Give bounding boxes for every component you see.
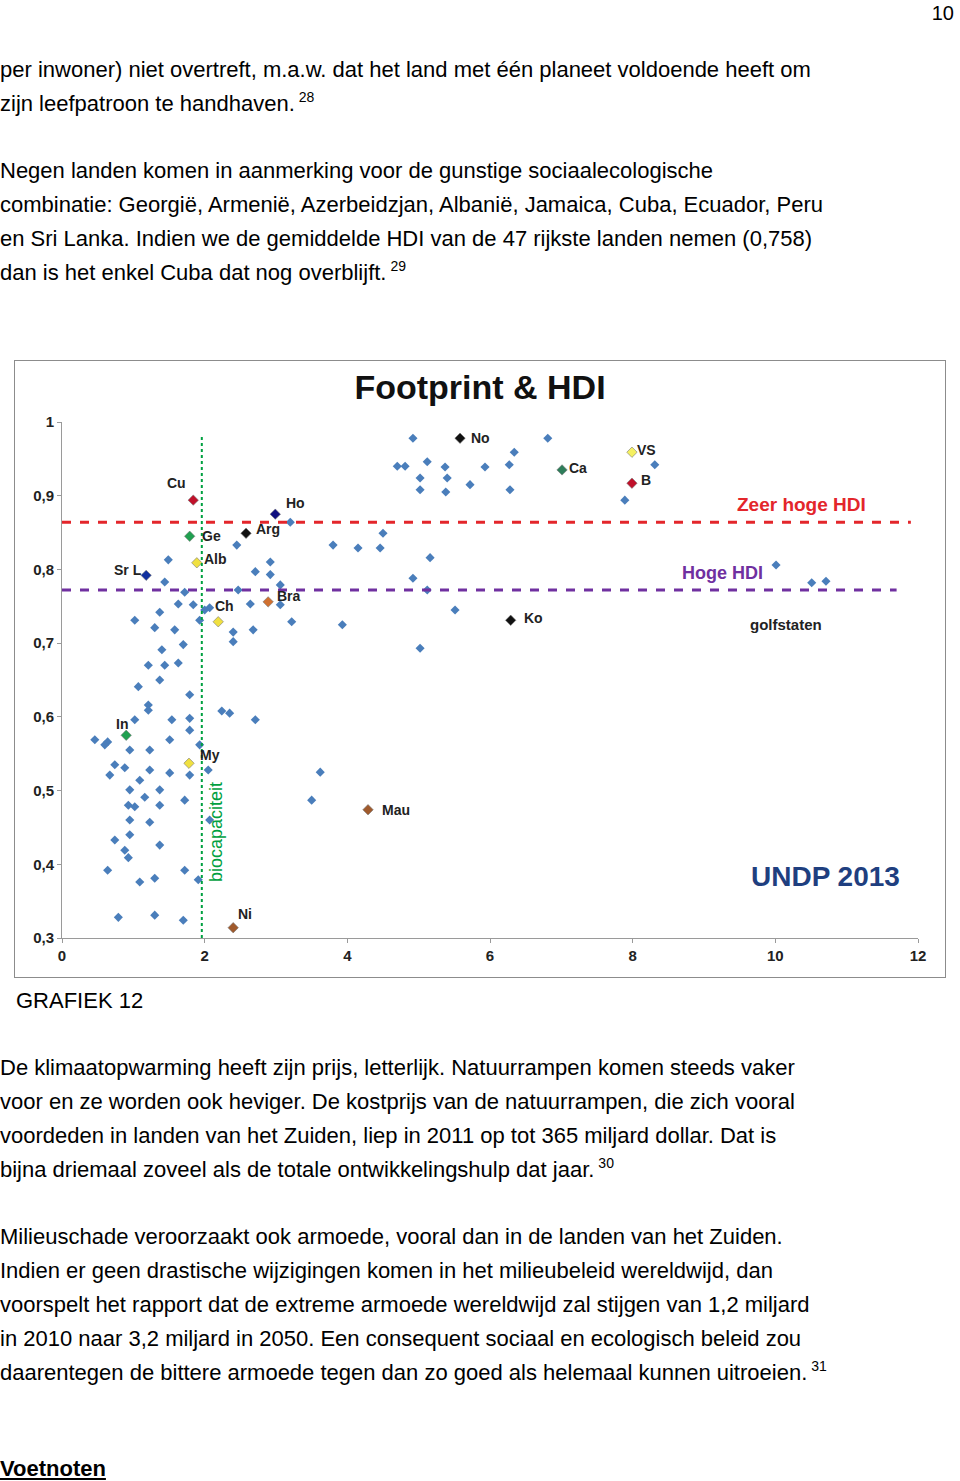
svg-text:Ni: Ni — [238, 906, 252, 922]
svg-text:8: 8 — [628, 947, 636, 964]
html-text:GRAFIEK 12: GRAFIEK 12 — [16, 988, 144, 1013]
svg-text:In: In — [116, 716, 128, 732]
html-text:Milieuschade veroorzaakt ook a: Milieuschade veroorzaakt ook armoede, vo… — [0, 1224, 783, 1249]
svg-text:Ca: Ca — [569, 460, 587, 476]
html-text:en Sri Lanka. Indien we de gem: en Sri Lanka. Indien we de gemiddelde HD… — [0, 226, 813, 251]
svg-text:6: 6 — [486, 947, 494, 964]
svg-text:Sr L: Sr L — [114, 562, 142, 578]
svg-text:VS: VS — [637, 442, 656, 458]
html-text:Voetnoten: Voetnoten — [0, 1456, 106, 1481]
svg-text:Zeer hoge HDI: Zeer hoge HDI — [737, 494, 866, 515]
html-text:Indien er geen drastische wijz: Indien er geen drastische wijzigingen ko… — [0, 1258, 773, 1283]
svg-text:Hoge HDI: Hoge HDI — [682, 563, 763, 583]
svg-text:0: 0 — [58, 947, 66, 964]
svg-text:Arg: Arg — [256, 521, 280, 537]
svg-text:0,6: 0,6 — [33, 708, 54, 725]
html-text:De klimaatopwarming heeft zijn: De klimaatopwarming heeft zijn prijs, le… — [0, 1055, 795, 1080]
html-text:daarentegen de bittere armoede: daarentegen de bittere armoede tegen dan… — [0, 1358, 827, 1385]
html-text:voordeden in landen van het Zu: voordeden in landen van het Zuiden, liep… — [0, 1123, 777, 1148]
svg-text:UNDP 2013: UNDP 2013 — [751, 861, 900, 892]
html-text:combinatie: Georgië, Armenië,: combinatie: Georgië, Armenië, Azerbeidzj… — [0, 192, 823, 217]
svg-text:2: 2 — [200, 947, 208, 964]
html-text:in 2010 naar 3,2 miljard in 20: in 2010 naar 3,2 miljard in 2050. Een co… — [0, 1326, 802, 1351]
svg-text:12: 12 — [910, 947, 927, 964]
html-text:bijna driemaal zoveel als de t: bijna driemaal zoveel als de totale ontw… — [0, 1155, 614, 1182]
svg-text:0,9: 0,9 — [33, 487, 54, 504]
svg-text:No: No — [471, 430, 490, 446]
html-text:10: 10 — [931, 2, 954, 24]
svg-text:Bra: Bra — [277, 588, 301, 604]
svg-text:Alb: Alb — [204, 551, 227, 567]
svg-text:Ch: Ch — [215, 598, 234, 614]
svg-text:My: My — [200, 747, 220, 763]
html-text:dan is het enkel Cuba dat nog: dan is het enkel Cuba dat nog overblijft… — [0, 258, 407, 285]
svg-text:Ko: Ko — [524, 610, 543, 626]
svg-text:10: 10 — [767, 947, 784, 964]
svg-text:4: 4 — [343, 947, 352, 964]
svg-text:Footprint & HDI: Footprint & HDI — [354, 368, 605, 406]
svg-text:0,3: 0,3 — [33, 929, 54, 946]
svg-text:biocapaciteit: biocapaciteit — [206, 782, 226, 882]
svg-text:Cu: Cu — [167, 475, 186, 491]
html-text:per inwoner) niet overtreft, m: per inwoner) niet overtreft, m.a.w. dat … — [0, 57, 811, 82]
svg-text:0,5: 0,5 — [33, 782, 54, 799]
svg-text:Mau: Mau — [382, 802, 410, 818]
svg-text:0,7: 0,7 — [33, 634, 54, 651]
svg-text:Ge: Ge — [202, 528, 221, 544]
svg-text:1: 1 — [46, 413, 54, 430]
svg-text:0,4: 0,4 — [33, 856, 55, 873]
svg-text:golfstaten: golfstaten — [750, 616, 822, 633]
html-text:Negen landen komen in aanmerki: Negen landen komen in aanmerking voor de… — [0, 158, 713, 183]
svg-text:0,8: 0,8 — [33, 561, 54, 578]
svg-text:Ho: Ho — [286, 495, 305, 511]
svg-text:B: B — [641, 472, 651, 488]
html-text:zijn leefpatroon te handhaven.: zijn leefpatroon te handhaven.28 — [0, 89, 315, 116]
html-text:voorspelt het rapport dat de e: voorspelt het rapport dat de extreme arm… — [0, 1292, 810, 1317]
html-text:voor en ze worden ook heviger.: voor en ze worden ook heviger. De kostpr… — [0, 1089, 795, 1114]
